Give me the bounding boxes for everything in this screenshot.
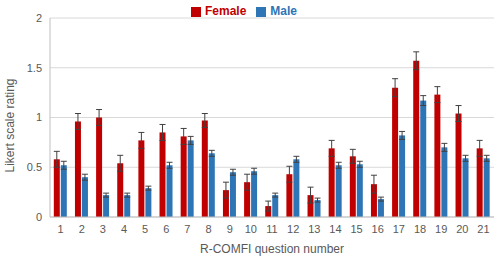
svg-text:18: 18 — [414, 223, 426, 235]
svg-text:R-COMFI question number: R-COMFI question number — [200, 242, 344, 256]
svg-text:7: 7 — [184, 223, 190, 235]
svg-text:21: 21 — [477, 223, 489, 235]
svg-text:1.5: 1.5 — [27, 62, 42, 74]
svg-text:0: 0 — [36, 211, 42, 223]
svg-text:10: 10 — [245, 223, 257, 235]
svg-text:Likert scale rating: Likert scale rating — [8, 78, 17, 172]
svg-text:0.5: 0.5 — [27, 161, 42, 173]
html-text:Female: Female — [205, 4, 247, 18]
svg-text:19: 19 — [435, 223, 447, 235]
svg-text:20: 20 — [456, 223, 468, 235]
svg-text:8: 8 — [206, 223, 212, 235]
svg-text:5: 5 — [142, 223, 148, 235]
svg-text:13: 13 — [308, 223, 320, 235]
svg-text:1: 1 — [36, 111, 42, 123]
svg-text:11: 11 — [266, 223, 277, 235]
svg-text:12: 12 — [287, 223, 299, 235]
svg-text:16: 16 — [372, 223, 384, 235]
svg-text:6: 6 — [163, 223, 169, 235]
svg-text:9: 9 — [227, 223, 233, 235]
svg-text:3: 3 — [100, 223, 106, 235]
svg-text:15: 15 — [350, 223, 362, 235]
svg-text:2: 2 — [79, 223, 85, 235]
svg-text:1: 1 — [58, 223, 64, 235]
svg-text:4: 4 — [121, 223, 127, 235]
svg-text:17: 17 — [393, 223, 405, 235]
html-text:Male: Male — [270, 4, 297, 18]
svg-text:14: 14 — [329, 223, 341, 235]
svg-text:2: 2 — [36, 12, 42, 24]
